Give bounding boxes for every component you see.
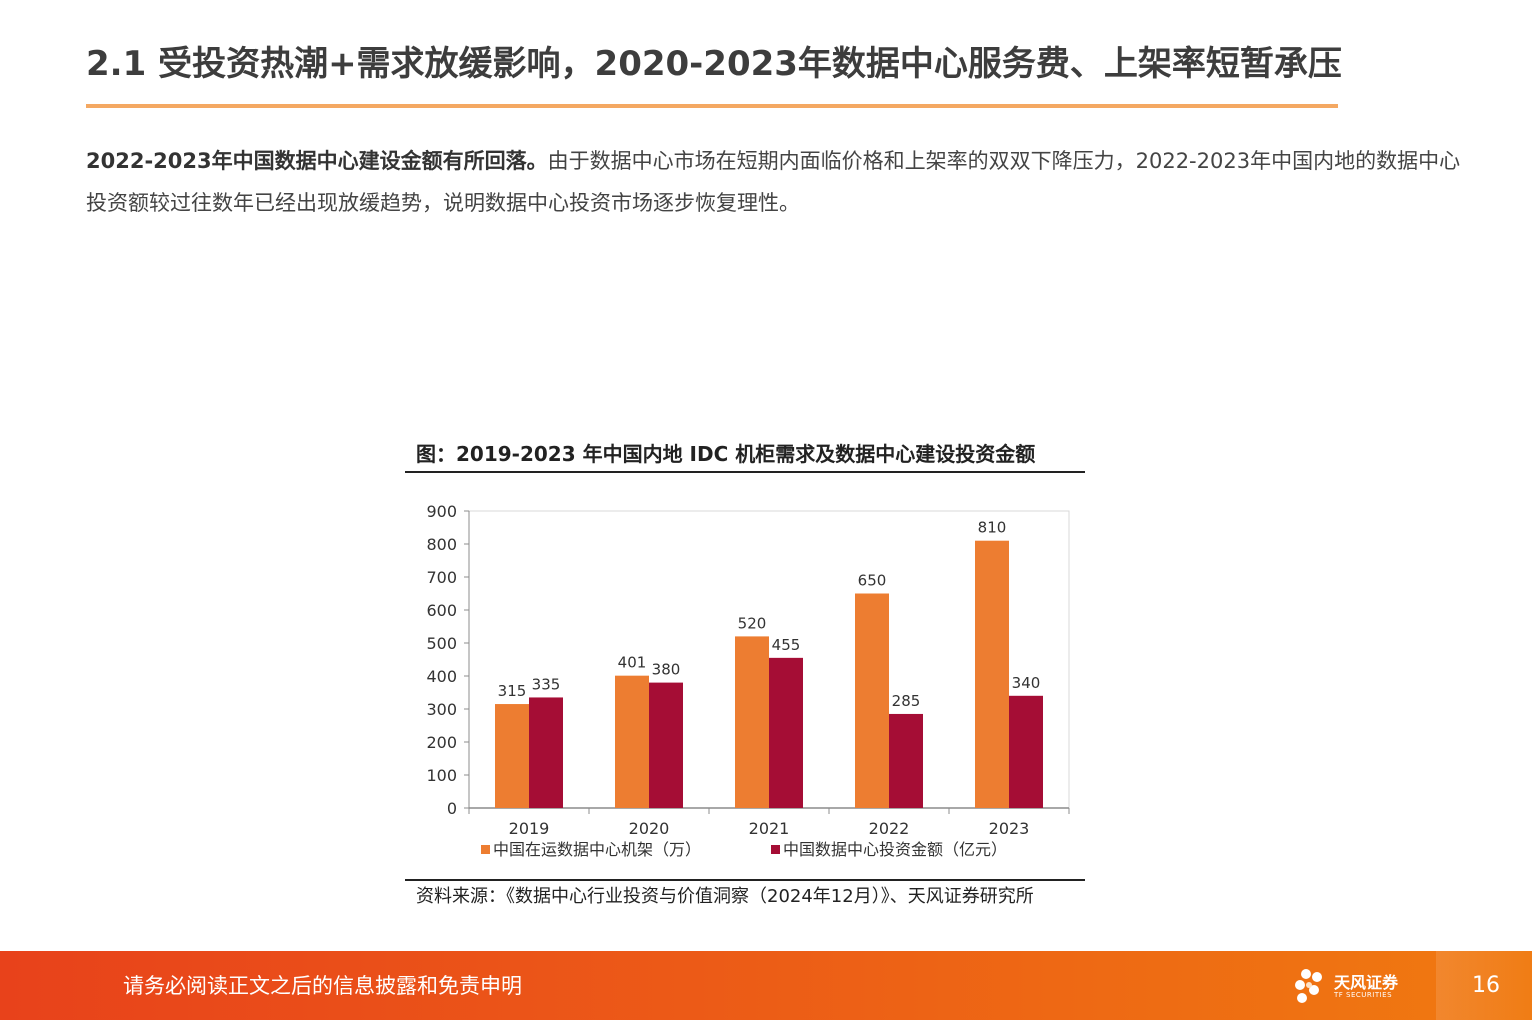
y-tick-label: 400: [426, 667, 457, 686]
data-label: 810: [978, 519, 1007, 537]
bar-racks: [855, 593, 889, 808]
figure-title-rule: [405, 471, 1085, 473]
data-label: 520: [738, 614, 767, 632]
bar-investment: [529, 697, 563, 808]
y-tick-label: 0: [447, 799, 457, 818]
y-tick-label: 100: [426, 766, 457, 785]
source-rule: [405, 879, 1085, 881]
title-divider: [86, 104, 1338, 108]
data-label: 401: [618, 654, 647, 672]
page-title: 2.1 受投资热潮+需求放缓影响，2020-2023年数据中心服务费、上架率短暂…: [86, 44, 1342, 84]
legend-label: 中国在运数据中心机架（万）: [493, 840, 701, 859]
bar-racks: [495, 704, 529, 808]
page-number-tab: [1436, 951, 1532, 1020]
logo-text-en: TF SECURITIES: [1334, 991, 1393, 999]
x-tick-label: 2021: [749, 819, 790, 838]
footer-disclaimer: 请务必阅读正文之后的信息披露和免责申明: [123, 974, 522, 998]
x-tick-label: 2023: [989, 819, 1030, 838]
bar-investment: [889, 713, 923, 808]
data-label: 340: [1012, 674, 1041, 692]
legend-label: 中国数据中心投资金额（亿元）: [783, 840, 1007, 859]
flower-logo-icon: [1295, 969, 1322, 1003]
legend-swatch: [771, 845, 780, 854]
x-tick-label: 2019: [509, 819, 550, 838]
y-tick-label: 200: [426, 733, 457, 752]
y-tick-label: 900: [426, 502, 457, 521]
intro-body: 由于数据中心市场在短期内面临价格和上架率的双双下降压力，2022-2023年中国…: [86, 149, 1461, 215]
intro-paragraph: 2022-2023年中国数据中心建设金额有所回落。由于数据中心市场在短期内面临价…: [86, 140, 1466, 224]
brand-logo: 天风证券 TF SECURITIES: [1292, 965, 1412, 1009]
y-tick-label: 600: [426, 601, 457, 620]
bar-racks: [735, 636, 769, 808]
page-number: 16: [1472, 973, 1500, 998]
data-label: 380: [652, 661, 681, 679]
bar-racks: [975, 540, 1009, 808]
figure-source: 资料来源：《数据中心行业投资与价值洞察（2024年12月）》、天风证券研究所: [416, 886, 1034, 907]
footer-bar: 请务必阅读正文之后的信息披露和免责申明 天风证券 TF SECURITIES 1…: [0, 951, 1532, 1020]
bar-investment: [769, 657, 803, 808]
bar-chart: 0 100 200 300 400 500 600 700 800 900 2019 315 335 20…: [426, 502, 1070, 859]
y-tick-label: 800: [426, 535, 457, 554]
x-tick-label: 2022: [869, 819, 910, 838]
x-tick-label: 2020: [629, 819, 670, 838]
data-label: 455: [772, 636, 801, 654]
bar-investment: [1009, 695, 1043, 808]
data-label: 315: [498, 682, 527, 700]
intro-lead: 2022-2023年中国数据中心建设金额有所回落。: [86, 149, 548, 173]
bar-racks: [615, 675, 649, 808]
logo-text-cn: 天风证券: [1334, 973, 1399, 992]
figure-title: 图：2019-2023 年中国内地 IDC 机柜需求及数据中心建设投资金额: [416, 442, 1036, 466]
data-label: 285: [892, 692, 921, 710]
y-tick-label: 500: [426, 634, 457, 653]
y-tick-label: 300: [426, 700, 457, 719]
data-label: 335: [532, 675, 561, 693]
chart-container: 0 100 200 300 400 500 600 700 800 900 2019 315 335 20…: [405, 490, 1085, 880]
data-label: 650: [858, 572, 887, 590]
y-tick-label: 700: [426, 568, 457, 587]
legend-swatch: [481, 845, 490, 854]
bar-investment: [649, 682, 683, 808]
